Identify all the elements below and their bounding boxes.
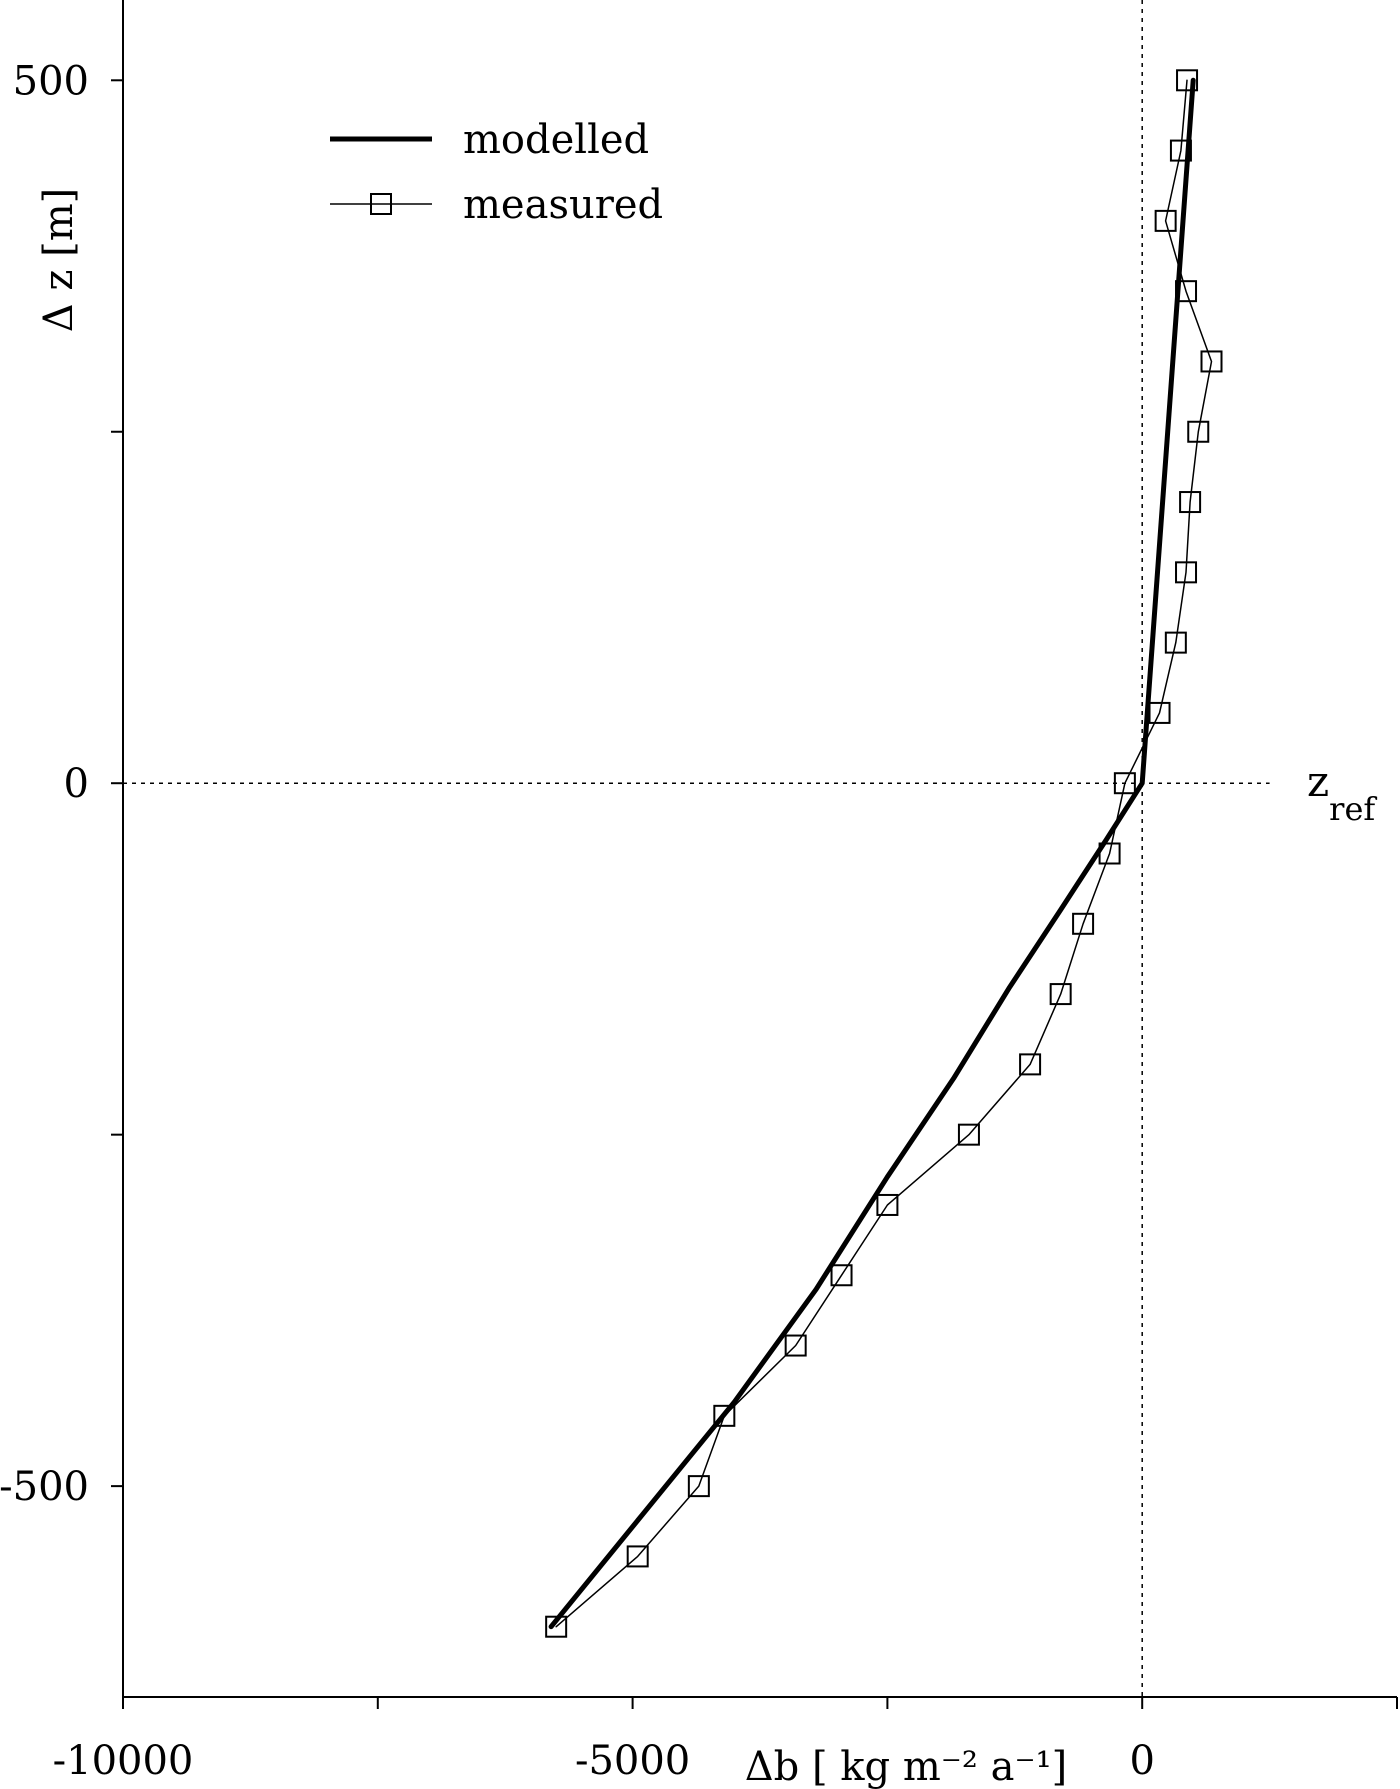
zref-label: zref — [1307, 757, 1377, 828]
measured-data-point — [1049, 983, 1072, 1006]
measured-data-point — [545, 1615, 568, 1638]
measured-data-point — [1169, 139, 1192, 162]
x-tick-label: 0 — [1129, 1738, 1154, 1784]
measured-data-point — [1175, 280, 1198, 303]
legend-measured-marker — [370, 193, 392, 215]
measured-data-point — [1164, 631, 1187, 654]
measured-data-point — [1154, 209, 1177, 232]
measured-data-point — [957, 1123, 980, 1146]
measured-data-point — [830, 1264, 853, 1287]
measured-data-point — [626, 1545, 649, 1568]
measured-data-point — [687, 1475, 710, 1498]
measured-data-point — [1187, 420, 1210, 443]
y-axis-label: Δ z [m] — [36, 188, 82, 333]
legend-modelled-label: modelled — [463, 117, 649, 163]
legend: modelled measured — [330, 117, 663, 228]
measured-data-point — [1200, 350, 1223, 373]
measured-data-point — [1179, 491, 1202, 514]
measured-data-point — [876, 1193, 899, 1216]
y-ticks: -500 0 500 — [0, 58, 123, 1510]
series-layer — [545, 69, 1223, 1638]
x-ticks: -10000 -5000 0 — [53, 1697, 1398, 1784]
y-tick-label: 500 — [13, 58, 89, 104]
measured-data-point — [1098, 842, 1121, 865]
legend-measured-label: measured — [463, 182, 663, 228]
measured-data-point — [1175, 561, 1198, 584]
modelled-series-line — [548, 77, 1196, 1630]
x-tick-label: -10000 — [53, 1738, 194, 1784]
x-tick-label: -5000 — [575, 1738, 690, 1784]
measured-data-point — [713, 1404, 736, 1427]
zref-label-sub: ref — [1329, 790, 1377, 828]
measured-data-point — [784, 1334, 807, 1357]
measured-data-point — [1072, 912, 1095, 935]
measured-data-point — [1176, 69, 1199, 92]
x-axis-label: Δb [ kg m⁻² a⁻¹] — [745, 1744, 1067, 1789]
measured-data-point — [1113, 772, 1136, 795]
zref-label-main: z — [1307, 757, 1329, 806]
measured-data-point — [1019, 1053, 1042, 1076]
y-tick-label: -500 — [0, 1464, 89, 1510]
y-tick-label: 0 — [64, 761, 89, 807]
measured-series-line — [555, 79, 1213, 1628]
measured-data-point — [1148, 701, 1171, 724]
